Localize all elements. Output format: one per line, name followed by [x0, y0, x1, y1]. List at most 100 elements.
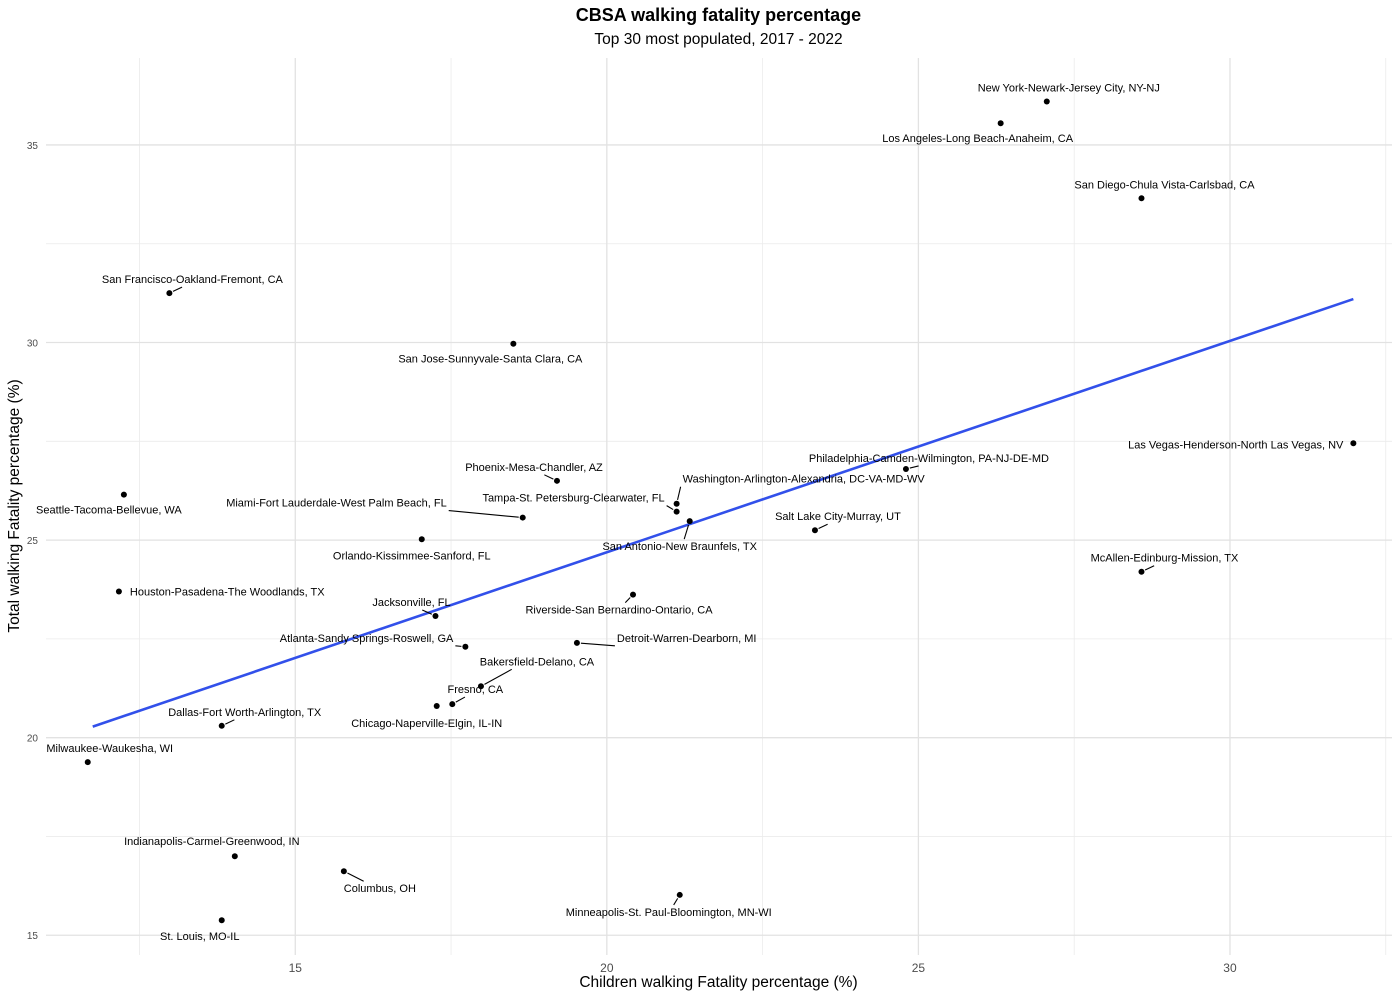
point-label: Philadelphia-Camden-Wilmington, PA-NJ-DE…	[809, 453, 1049, 465]
y-tick-label: 20	[27, 734, 39, 745]
y-tick-label: 25	[27, 536, 39, 547]
leader-line	[683, 524, 690, 540]
data-point	[1043, 98, 1050, 105]
point-label: Dallas-Fort Worth-Arlington, TX	[168, 707, 322, 719]
data-point	[519, 514, 526, 521]
major-gridlines	[46, 58, 1392, 955]
point-label: San Francisco-Oakland-Fremont, CA	[102, 274, 284, 286]
point-label: Minneapolis-St. Paul-Bloomington, MN-WI	[566, 907, 772, 919]
data-point	[462, 643, 469, 650]
data-point	[432, 612, 439, 619]
leader-line	[455, 645, 462, 647]
point-label: New York-Newark-Jersey City, NY-NJ	[978, 82, 1160, 94]
x-tick-label: 20	[600, 961, 614, 975]
point-label: Riverside-San Bernardino-Ontario, CA	[525, 605, 713, 617]
leader-line	[455, 696, 466, 703]
y-axis-label: Total walking Fatality percentage (%)	[6, 379, 23, 633]
data-point	[553, 477, 560, 484]
point-label: Los Angeles-Long Beach-Anaheim, CA	[882, 133, 1073, 145]
point-label: Seattle-Tacoma-Bellevue, WA	[36, 505, 182, 517]
point-label: San Diego-Chula Vista-Carlsbad, CA	[1074, 179, 1255, 191]
data-point	[673, 508, 680, 515]
leader-line	[909, 465, 919, 469]
data-point	[218, 917, 225, 924]
y-tick-label: 35	[27, 141, 39, 152]
data-point	[120, 491, 127, 498]
x-tick-label: 15	[289, 961, 303, 975]
data-point	[510, 340, 517, 347]
data-point	[686, 518, 693, 525]
label-leader-lines	[172, 286, 1155, 906]
data-point	[449, 701, 456, 708]
point-label: Indianapolis-Carmel-Greenwood, IN	[124, 836, 300, 848]
point-label: Salt Lake City-Murray, UT	[775, 511, 901, 523]
data-point	[477, 683, 484, 690]
leader-line	[624, 597, 631, 604]
point-label: Atlanta-Sandy Springs-Roswell, GA	[280, 633, 454, 645]
point-label: St. Louis, MO-IL	[160, 931, 239, 943]
x-tick-label: 25	[912, 961, 926, 975]
point-label: Milwaukee-Waukesha, WI	[46, 743, 173, 755]
point-labels: New York-Newark-Jersey City, NY-NJ Los An…	[36, 82, 1344, 943]
point-label: Orlando-Kissimmee-Sanford, FL	[333, 550, 491, 562]
data-point	[166, 290, 173, 297]
data-point	[84, 759, 91, 766]
data-point	[1138, 568, 1145, 575]
point-label: Miami-Fort Lauderdale-West Palm Beach, F…	[226, 498, 447, 510]
leader-line	[422, 609, 433, 615]
leader-line	[347, 872, 364, 882]
chart-title: CBSA walking fatality percentage	[575, 5, 862, 25]
point-label: Detroit-Warren-Dearborn, MI	[617, 633, 757, 645]
axis-tick-labels: 15 20 25 30 15 20 25 30 35	[27, 141, 1237, 975]
y-tick-label: 15	[27, 931, 39, 942]
data-point	[231, 853, 238, 860]
data-point	[418, 536, 425, 543]
point-label: McAllen-Edinburg-Mission, TX	[1091, 553, 1239, 565]
point-label: Jacksonville, FL	[372, 597, 450, 609]
point-label: Washington-Arlington-Alexandria, DC-VA-M…	[683, 474, 926, 486]
point-label: San Jose-Sunnyvale-Santa Clara, CA	[398, 354, 583, 366]
leader-line	[544, 474, 554, 480]
data-point	[1350, 440, 1357, 447]
leader-line	[673, 898, 679, 906]
leader-line	[172, 286, 183, 292]
data-point	[630, 591, 637, 598]
data-point	[673, 500, 680, 507]
leader-line	[225, 719, 235, 725]
data-point	[676, 891, 683, 898]
data-point	[115, 588, 122, 595]
data-point	[811, 527, 818, 534]
point-label: Tampa-St. Petersburg-Clearwater, FL	[482, 493, 664, 505]
leader-line	[666, 505, 674, 511]
leader-line	[1144, 565, 1155, 571]
point-label: Las Vegas-Henderson-North Las Vegas, NV	[1128, 439, 1344, 451]
data-points	[84, 98, 1357, 924]
minor-gridlines	[46, 58, 1392, 955]
trend-line	[92, 297, 1354, 728]
data-point	[218, 722, 225, 729]
leader-line	[580, 642, 615, 647]
y-tick-label: 30	[27, 339, 39, 350]
data-point	[573, 639, 580, 646]
data-point	[433, 703, 440, 710]
data-point	[902, 465, 909, 472]
point-label: Phoenix-Mesa-Chandler, AZ	[465, 462, 603, 474]
leader-line	[484, 668, 513, 685]
point-label: Bakersfield-Delano, CA	[480, 656, 595, 668]
point-label: Chicago-Naperville-Elgin, IL-IN	[351, 718, 502, 730]
leader-line	[818, 523, 828, 529]
x-axis-label: Children walking Fatality percentage (%)	[579, 974, 858, 991]
point-label: Columbus, OH	[344, 883, 416, 895]
trend-line-group	[92, 297, 1354, 728]
point-label: Houston-Pasadena-The Woodlands, TX	[130, 586, 325, 598]
data-point	[1138, 195, 1145, 202]
leader-line	[677, 486, 682, 500]
leader-line	[448, 510, 519, 518]
point-label: San Antonio-New Braunfels, TX	[602, 541, 757, 553]
data-point	[997, 120, 1004, 127]
point-label: Fresno, CA	[447, 684, 503, 696]
data-point	[340, 868, 347, 875]
x-tick-label: 30	[1223, 961, 1237, 975]
chart-subtitle: Top 30 most populated, 2017 - 2022	[594, 31, 843, 48]
